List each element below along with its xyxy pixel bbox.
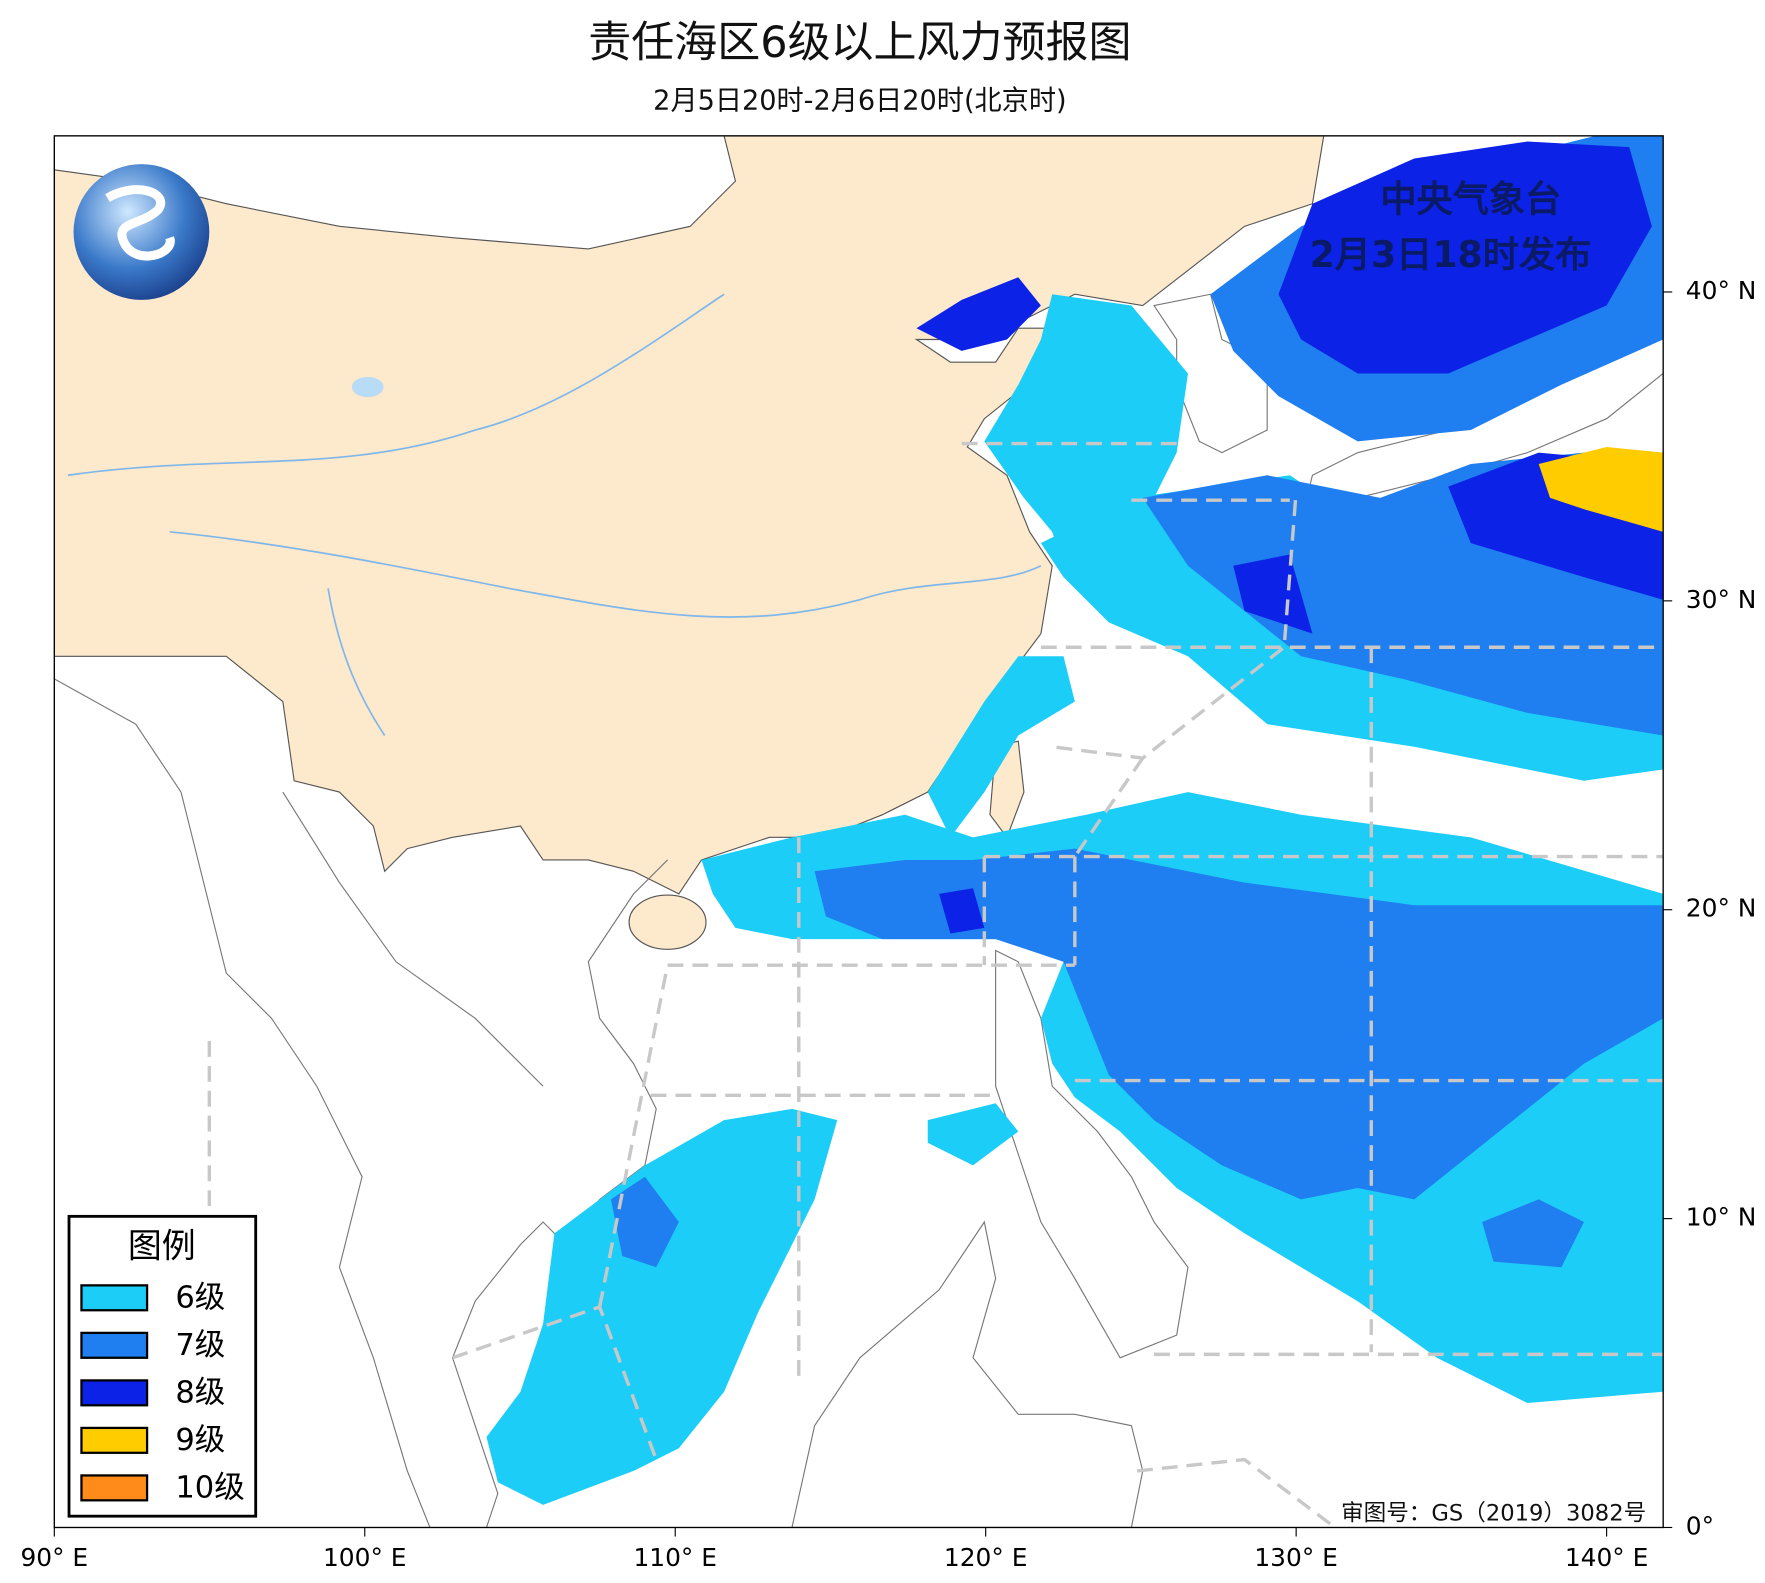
lat-tick-label: 10° N <box>1686 1203 1757 1232</box>
legend-swatch <box>80 1331 149 1359</box>
wind-area <box>916 277 1041 351</box>
legend-items: 6级 7级 8级 9级 10级 <box>80 1280 245 1506</box>
approval-number: 审图号：GS（2019）3082号 <box>1341 1500 1646 1526</box>
wind-area <box>1482 1199 1584 1268</box>
axes: 90° E 100° E 110° E 120° E 130° E 140° E 0° 10°… <box>20 276 1756 1572</box>
legend-swatch <box>80 1379 149 1407</box>
lat-tick-label: 0° <box>1686 1511 1714 1540</box>
subtitle: 2月5日20时-2月6日20时(北京时) <box>653 85 1066 116</box>
lon-tick-label: 90° E <box>20 1543 88 1572</box>
legend-label: 6级 <box>175 1280 225 1315</box>
wind-area <box>486 1108 838 1505</box>
lat-tick-label: 30° N <box>1686 585 1757 614</box>
lon-tick-label: 130° E <box>1254 1543 1338 1572</box>
borneo <box>791 1220 1144 1528</box>
map-frame <box>53 135 1664 1529</box>
legend-box <box>67 1214 258 1518</box>
legend-title: 图例 <box>128 1227 196 1267</box>
legend-swatch <box>80 1474 149 1502</box>
logo <box>73 164 210 300</box>
wind-area <box>610 1176 679 1268</box>
wind-area <box>814 848 1664 1200</box>
lat-tick-label: 20° N <box>1686 894 1757 923</box>
legend-label: 9级 <box>175 1423 225 1458</box>
lon-tick-label: 100° E <box>323 1543 407 1572</box>
wind-area <box>1278 141 1652 374</box>
legend-label: 10级 <box>175 1471 244 1506</box>
wind-areas <box>486 135 1664 1505</box>
hainan <box>628 894 707 950</box>
lon-tick-label: 110° E <box>633 1543 717 1572</box>
lake <box>351 376 384 398</box>
rivers <box>67 293 1042 736</box>
issuer: 中央气象台 <box>1380 177 1561 220</box>
wind-area <box>1233 554 1313 634</box>
wind-area <box>1538 446 1664 532</box>
legend-swatch <box>80 1284 149 1312</box>
legend-swatch <box>80 1426 149 1454</box>
map-body <box>54 135 1664 1528</box>
title: 责任海区6级以上风力预报图 <box>588 18 1131 68</box>
wind-area <box>927 656 1075 838</box>
wind-area <box>927 1103 1019 1166</box>
legend-label: 8级 <box>175 1375 225 1410</box>
lat-tick-label: 40° N <box>1686 276 1757 305</box>
lon-tick-label: 140° E <box>1565 1543 1649 1572</box>
legend-label: 7级 <box>175 1328 225 1363</box>
issue-time: 2月3日18时发布 <box>1310 233 1592 276</box>
lon-tick-label: 120° E <box>944 1543 1028 1572</box>
wind-area <box>939 888 985 934</box>
sea-zone-lines <box>207 441 1664 1528</box>
